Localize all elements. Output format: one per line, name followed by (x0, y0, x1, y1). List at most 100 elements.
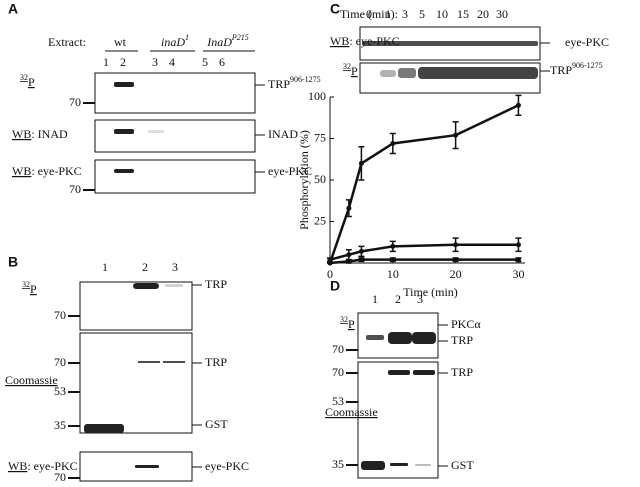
blot-label: 32P (343, 62, 358, 77)
data-point (515, 257, 521, 263)
x-tick-label: 30 (512, 267, 524, 281)
label-text: P (348, 317, 355, 331)
extract-label: Extract: (48, 35, 86, 49)
time-value: 1 (385, 7, 391, 21)
lane-number: 3 (172, 260, 178, 274)
y-tick-label: 75 (314, 130, 326, 144)
size-marker: 53 (332, 394, 344, 408)
y-tick-label: 100 (308, 89, 326, 103)
lane-number: 2 (395, 292, 401, 306)
lane-number: 2 (142, 260, 148, 274)
label-text: P (30, 282, 37, 296)
data-point (358, 160, 364, 166)
blot-box (94, 119, 256, 153)
band (388, 332, 412, 344)
x-tick-label: 10 (387, 267, 399, 281)
time-value: 30 (496, 7, 508, 21)
size-marker: 70 (54, 470, 66, 484)
label-text: TRP (268, 77, 290, 91)
lane-number: 5 (202, 55, 208, 69)
size-marker: 35 (54, 418, 66, 432)
band (84, 424, 124, 433)
target-label: GST (451, 458, 474, 472)
target-label: TRP (451, 365, 473, 379)
blot-label: Coomassie (325, 405, 378, 419)
label-text: : eye-PKC (31, 164, 81, 178)
data-point (453, 132, 459, 138)
label-text: TRP (451, 333, 473, 347)
band (412, 332, 436, 344)
data-point (453, 242, 459, 248)
data-point (327, 260, 333, 266)
label-text: GST (451, 458, 474, 472)
series-line (329, 243, 519, 261)
blot-label: Coomassie (5, 373, 58, 387)
time-value: 3 (402, 7, 408, 21)
label-text: : eye-PKC (27, 459, 77, 473)
label-sup: 32 (20, 73, 28, 82)
band (114, 82, 134, 87)
label-sup: P215 (231, 33, 249, 42)
label-underlined: WB (12, 127, 31, 141)
data-point (358, 248, 364, 254)
lane-number: 1 (103, 55, 109, 69)
label-text: TRP (205, 355, 227, 369)
label-text: eye-PKC (268, 164, 312, 178)
lane-number: 1 (372, 292, 378, 306)
x-tick-label: 20 (450, 267, 462, 281)
lane-number: 2 (120, 55, 126, 69)
lane-number: 4 (169, 55, 175, 69)
data-point (515, 242, 521, 248)
band (148, 130, 164, 133)
label-sup: 32 (343, 62, 351, 71)
size-marker: 35 (332, 457, 344, 471)
blot-box (94, 159, 256, 194)
size-marker: 70 (332, 342, 344, 356)
data-point (346, 205, 352, 211)
blot-label: 32P (22, 280, 37, 295)
data-point (390, 243, 396, 249)
data-point (453, 257, 459, 263)
band (366, 335, 384, 340)
time-value: 0 (366, 7, 372, 21)
size-marker: 70 (69, 182, 81, 196)
target-label: TRP (205, 277, 227, 291)
blot-label: WB: eye-PKC (12, 164, 82, 178)
label-sup: 1 (185, 33, 189, 42)
band (163, 361, 185, 363)
target-label: GST (205, 417, 228, 431)
size-marker: 70 (332, 365, 344, 379)
label-sup: 32 (340, 315, 348, 324)
label-underlined: WB (8, 459, 27, 473)
panel-letter: D (330, 278, 340, 294)
target-label: INAD (268, 127, 298, 141)
label-text: inaD (161, 35, 185, 49)
label-text: : INAD (31, 127, 68, 141)
label-text: eye-PKC (205, 459, 249, 473)
lane-number: 3 (417, 292, 423, 306)
band (133, 283, 159, 289)
label-sup: 32 (22, 280, 30, 289)
label-text: : eye-PKC (349, 34, 399, 48)
target-label: eye-PKC (565, 35, 609, 49)
time-value: 15 (457, 7, 469, 21)
y-tick-label: 25 (314, 213, 326, 227)
data-point (358, 257, 364, 263)
band (398, 68, 416, 78)
label-underlined: Coomassie (325, 405, 378, 419)
time-label: Time (min): (340, 7, 398, 21)
band (165, 284, 183, 287)
size-marker: 53 (54, 384, 66, 398)
label-text: GST (205, 417, 228, 431)
data-point (346, 252, 352, 258)
target-label: TRP (451, 333, 473, 347)
band (413, 370, 435, 375)
target-label: eye-PKC (268, 164, 312, 178)
group-label: wt (114, 35, 127, 49)
group-label: InaDP215 (206, 33, 249, 48)
band (415, 464, 431, 466)
data-point (390, 257, 396, 263)
label-text: TRP (550, 63, 572, 77)
label-text: TRP (205, 277, 227, 291)
blot-label: WB: INAD (12, 127, 68, 141)
